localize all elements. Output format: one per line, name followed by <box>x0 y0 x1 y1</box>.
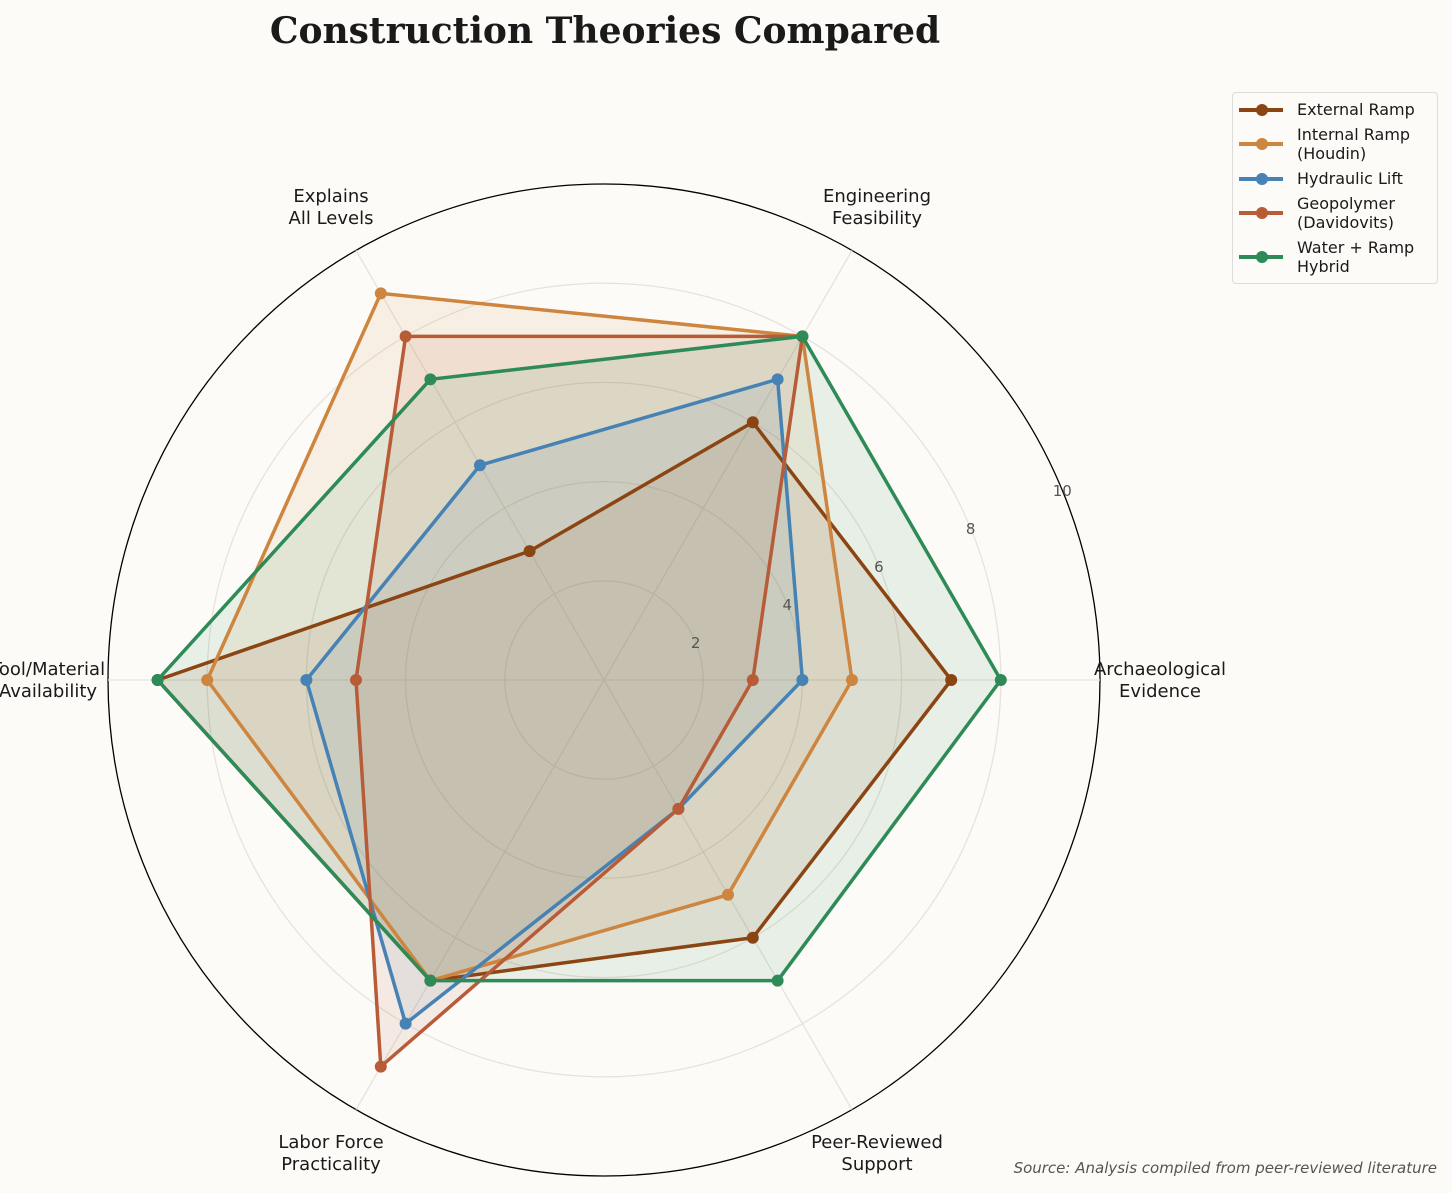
legend-label: Internal Ramp (Houdin) <box>1297 125 1411 163</box>
r-tick-label: 2 <box>691 634 701 652</box>
data-point <box>374 287 387 300</box>
series-fill <box>157 422 952 981</box>
data-point <box>151 674 164 686</box>
data-point <box>746 416 759 429</box>
data-point <box>374 1060 387 1073</box>
data-point <box>424 974 437 987</box>
series-fill <box>207 293 852 981</box>
data-point <box>771 373 784 386</box>
data-point <box>399 330 412 343</box>
r-tick-label: 8 <box>966 520 976 538</box>
data-point <box>523 545 536 558</box>
legend-label: Geopolymer (Davidovits) <box>1297 194 1395 232</box>
data-point <box>300 674 313 686</box>
data-point <box>399 1017 412 1030</box>
legend-item: Geopolymer (Davidovits) <box>1233 191 1437 235</box>
series-fill <box>157 336 1001 981</box>
legend-item: External Ramp <box>1233 97 1437 122</box>
legend: External Ramp Internal Ramp (Houdin) Hydra… <box>1232 92 1438 284</box>
legend-item: Hydraulic Lift <box>1233 166 1437 191</box>
source-note: Source: Analysis compiled from peer-revi… <box>1013 1159 1437 1177</box>
data-point <box>746 931 759 944</box>
r-tick-label: 4 <box>783 596 793 614</box>
legend-label: Hydraulic Lift <box>1297 169 1403 188</box>
spoke <box>355 679 605 1110</box>
data-point <box>201 674 214 686</box>
legend-item: Water + Ramp Hybrid <box>1233 235 1437 279</box>
legend-swatch <box>1239 138 1283 150</box>
r-tick-label: 6 <box>874 558 884 576</box>
axis-label: Tool/Material Availability <box>0 659 105 702</box>
data-point <box>672 802 685 815</box>
legend-swatch <box>1239 251 1283 263</box>
data-point <box>846 674 858 686</box>
legend-swatch <box>1239 103 1283 116</box>
data-point <box>746 674 759 686</box>
spoke <box>603 250 853 681</box>
data-point <box>994 674 1007 686</box>
axis-label: Explains All Levels <box>289 186 374 229</box>
legend-label: Water + Ramp Hybrid <box>1297 238 1415 276</box>
data-point <box>945 674 958 686</box>
data-point <box>722 888 734 901</box>
axis-label: Peer-Reviewed Support <box>811 1132 943 1175</box>
legend-label: External Ramp <box>1297 100 1415 119</box>
legend-item: Internal Ramp (Houdin) <box>1233 122 1437 166</box>
data-point <box>424 373 437 386</box>
series-fill <box>306 379 803 1024</box>
legend-swatch <box>1239 207 1283 219</box>
data-point <box>796 674 809 686</box>
axis-label: Engineering Feasibility <box>823 186 931 229</box>
chart-title: Construction Theories Compared <box>269 10 941 52</box>
axis-label: Labor Force Practicality <box>278 1132 383 1175</box>
data-point <box>796 330 809 343</box>
data-point <box>474 459 486 472</box>
data-point <box>771 974 784 987</box>
data-point <box>350 674 362 686</box>
axis-label: Archaeological Evidence <box>1094 659 1226 702</box>
legend-swatch <box>1239 172 1283 185</box>
series-fill <box>356 336 803 1067</box>
r-tick-label: 10 <box>1053 482 1072 500</box>
